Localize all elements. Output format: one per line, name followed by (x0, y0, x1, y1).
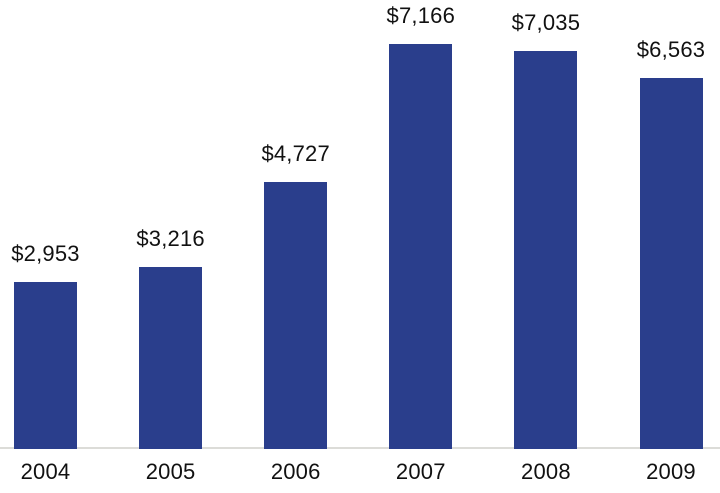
bar-2006 (264, 182, 328, 449)
bar-2004 (14, 282, 77, 449)
bar-2008 (514, 51, 578, 449)
x-tick-label: 2006 (270, 459, 321, 484)
x-tick-label: 2008 (521, 459, 571, 484)
bar-2009 (639, 78, 703, 449)
bar-2007 (389, 44, 453, 449)
bar-value-label: $7,166 (386, 3, 456, 28)
bar-value-label: $3,216 (136, 226, 205, 251)
x-tick-label: 2005 (145, 459, 196, 484)
bar-2005 (139, 267, 203, 449)
bar-value-label: $4,727 (261, 141, 330, 166)
bar-value-label: $2,953 (11, 241, 80, 266)
x-axis-line (0, 447, 720, 449)
x-tick-label: 2004 (20, 459, 71, 484)
bar-value-label: $6,563 (636, 37, 706, 62)
bar-value-label: $7,035 (511, 10, 581, 35)
x-tick-label: 2007 (395, 459, 446, 484)
x-tick-label: 2009 (646, 459, 696, 484)
